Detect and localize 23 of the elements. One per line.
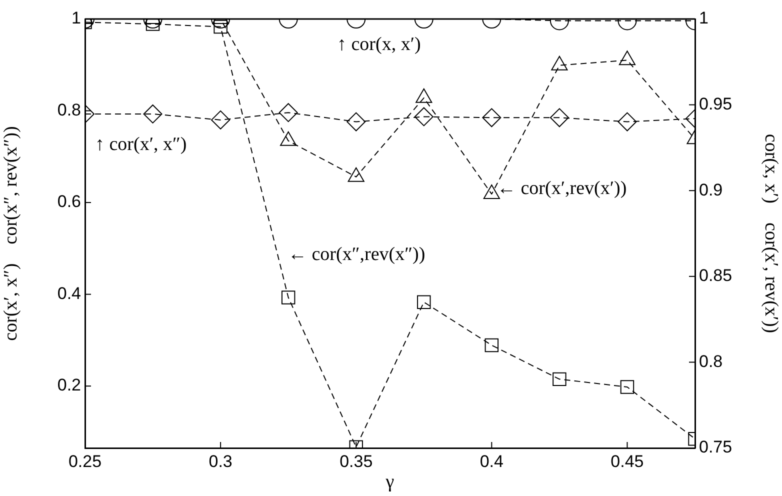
y2-tick-label: 0.9: [699, 180, 723, 200]
x-axis-title: γ: [384, 472, 394, 493]
y2-axis-title: cor(x, x′) cor(x′, rev(x′)): [760, 134, 782, 334]
y2-tick-label: 1: [699, 8, 708, 28]
x-tick-label: 0.4: [480, 452, 504, 471]
y2-tick-label: 0.95: [699, 94, 732, 114]
annotation: ↑ cor(x, x′): [337, 34, 421, 55]
x-tick-label: 0.3: [208, 452, 232, 471]
y-tick-label: 1: [72, 8, 81, 28]
y-tick-label: 0.2: [57, 376, 81, 395]
y2-tick-label: 0.8: [699, 352, 723, 371]
annotation: ← cor(x′,rev(x′)): [497, 178, 627, 199]
y-tick-label: 0.8: [57, 100, 81, 120]
annotation: ← cor(x″,rev(x″)): [288, 244, 426, 265]
y-tick-label: 0.4: [57, 284, 81, 303]
y-axis-title: cor(x′, x″) cor(x″, rev(x″)): [0, 126, 22, 341]
annotation: ↑ cor(x′, x″): [95, 134, 187, 155]
y-tick-label: 0.6: [57, 192, 81, 212]
x-tick-label: 0.35: [340, 452, 373, 471]
y2-tick-label: 0.75: [699, 438, 732, 457]
x-tick-label: 0.25: [68, 452, 102, 471]
y2-tick-label: 0.85: [699, 266, 732, 286]
x-tick-label: 0.45: [610, 452, 644, 471]
